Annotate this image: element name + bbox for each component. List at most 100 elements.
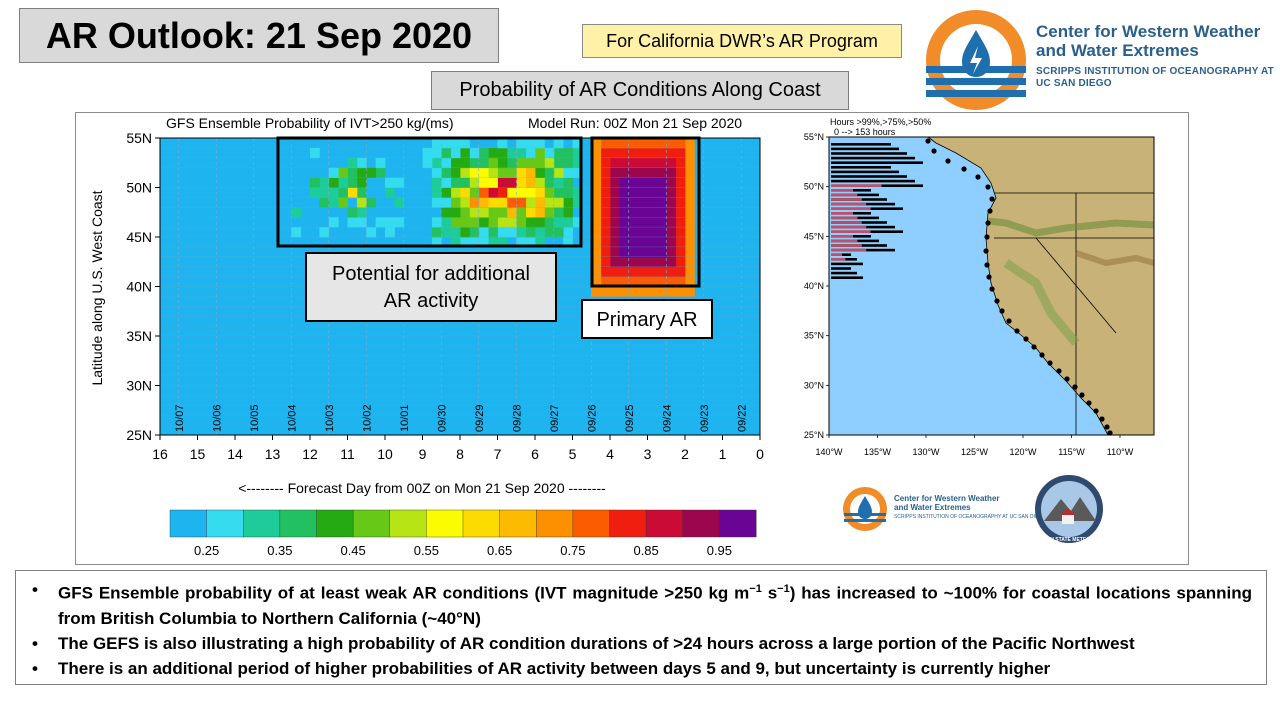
coast-point	[1014, 328, 1020, 334]
coast-dots	[925, 138, 1113, 436]
heatmap-cell	[656, 227, 667, 238]
heatmap-cell	[460, 177, 470, 188]
heatmap-cell	[488, 157, 498, 169]
heatmap-cell	[600, 207, 611, 218]
heatmap-cell	[488, 187, 498, 198]
heatmap-cell	[553, 217, 564, 228]
heatmap-cell	[666, 286, 677, 297]
duration-bar-99	[831, 207, 871, 210]
heatmap-cell	[544, 207, 555, 218]
duration-bar-99	[831, 244, 862, 247]
x-axis-label: <-------- Forecast Day from 00Z on Mon 2…	[238, 480, 606, 496]
colorbar-label: 0.65	[487, 543, 512, 558]
heatmap-cell	[600, 147, 611, 159]
heatmap-cell	[638, 138, 648, 149]
heatmap-cell	[647, 217, 658, 228]
heatmap-cell	[591, 167, 602, 178]
heatmap-cell	[356, 157, 367, 169]
heatmap-cell	[478, 187, 489, 198]
heatmap-cell	[535, 237, 545, 248]
colorbar-swatch	[572, 509, 610, 538]
heatmap-cell	[366, 197, 377, 208]
heatmap-cell	[478, 177, 489, 188]
heatmap-cell	[656, 138, 667, 149]
heatmap-cell	[563, 177, 573, 188]
psu-logo: PLYMOUTH STATE METEOROLOGY	[1026, 475, 1112, 543]
heatmap-cell	[619, 177, 630, 188]
heatmap-cell	[591, 197, 602, 208]
colorbar-swatch	[279, 509, 317, 538]
coast-point	[984, 262, 990, 268]
heatmap-cell	[460, 237, 470, 248]
heatmap-cell	[431, 138, 442, 149]
heatmap-cell	[356, 207, 367, 218]
heatmap-cell	[675, 187, 686, 198]
y-tick-label: 25N	[126, 427, 152, 443]
duration-bar-50	[831, 152, 907, 155]
heatmap-cell	[460, 138, 470, 149]
additional-ar-callout	[305, 252, 557, 322]
heatmap-cell	[478, 217, 489, 228]
heatmap-cell	[450, 227, 461, 238]
duration-bar-99	[831, 253, 842, 256]
heatmap-cell	[356, 177, 367, 188]
heatmap-cell	[638, 167, 648, 178]
duration-bar-50	[831, 267, 851, 270]
heatmap-cell	[656, 266, 667, 277]
heatmap-cell	[628, 157, 639, 169]
heatmap-cell	[460, 157, 470, 169]
x-tick-label: 2	[681, 446, 689, 462]
duration-bar-50	[831, 143, 891, 146]
heatmap-cell	[328, 177, 339, 188]
heatmap-cell	[431, 157, 442, 169]
heatmap-cell	[638, 227, 648, 238]
heatmap-cell	[553, 167, 564, 178]
heatmap-cell	[328, 197, 339, 208]
coast-point	[1064, 376, 1070, 382]
map-lat-label: 30°N	[804, 380, 824, 390]
heatmap-cell	[347, 167, 358, 178]
heatmap-cell	[460, 147, 470, 159]
heatmap-cell	[591, 217, 602, 228]
heatmap-cell	[347, 157, 358, 169]
heatmap-cell	[460, 217, 470, 228]
heatmap-cell	[610, 237, 620, 248]
map-lat-label: 45°N	[804, 231, 824, 241]
heatmap-cell	[656, 276, 667, 287]
heatmap-cell	[675, 167, 686, 178]
date-label: 10/07	[174, 404, 186, 432]
heatmap-cell	[553, 207, 564, 218]
map-lat-ticks: 55°N 50°N 45°N 40°N 35°N 30°N 25°N	[804, 132, 829, 440]
heatmap-cell	[619, 266, 630, 277]
duration-bar-99	[831, 248, 867, 252]
heatmap-cell	[600, 177, 611, 188]
heatmap-cell	[347, 207, 358, 218]
heatmap-cell	[319, 197, 330, 208]
heatmap-cell	[375, 157, 386, 169]
figure-svg: 10/07 10/06 10/05 10/04 10/03 10/02 10/01 09/30…	[89, 115, 1155, 558]
heatmap-cell	[460, 197, 470, 208]
coast-point	[1006, 318, 1012, 324]
heatmap-cell	[506, 187, 517, 198]
heatmap-cell	[619, 147, 630, 159]
x-tick-label: 15	[190, 446, 206, 462]
heatmap-cell	[441, 177, 452, 188]
x-tick-label: 8	[456, 446, 464, 462]
bullet-2: The GEFS is also illustrating a high pro…	[32, 631, 1252, 656]
heatmap-cell	[619, 227, 630, 238]
x-tick-label: 10	[377, 446, 393, 462]
heatmap-cell	[591, 227, 602, 238]
heatmap-cell	[591, 187, 602, 198]
heatmap-cell	[291, 227, 302, 238]
date-label: 09/26	[586, 404, 598, 432]
heatmap-cell	[675, 157, 686, 169]
heatmap-cell	[516, 157, 527, 169]
colorbar-swatch	[389, 509, 427, 538]
heatmap-cell	[516, 197, 527, 208]
heatmap-cell	[450, 237, 461, 248]
heatmap-cell	[685, 177, 695, 188]
heatmap-cell	[497, 187, 508, 198]
heatmap-cell	[591, 286, 602, 297]
heatmap-cell	[675, 256, 686, 268]
model-run-label: Model Run: 00Z Mon 21 Sep 2020	[528, 115, 742, 131]
